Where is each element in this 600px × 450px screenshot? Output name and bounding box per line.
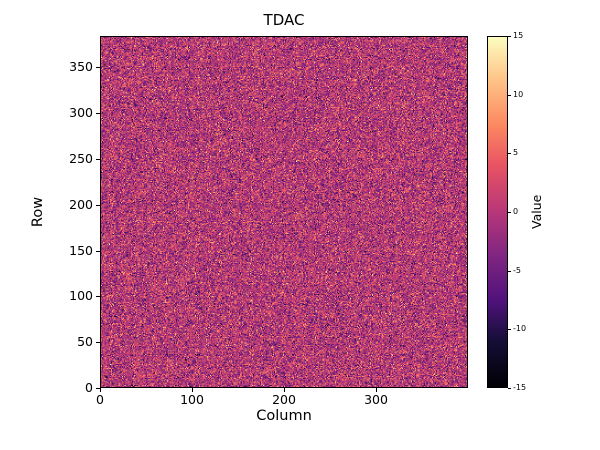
y-tick-mark	[96, 204, 100, 206]
x-axis-label: Column	[256, 408, 312, 424]
y-tick-mark	[96, 342, 100, 344]
y-tick-label: 50	[77, 334, 93, 350]
y-tick-mark	[96, 113, 100, 114]
plot-title: TDAC	[263, 11, 305, 29]
x-tick-mark	[376, 388, 377, 392]
x-tick-mark	[192, 388, 193, 392]
y-tick-mark	[96, 67, 100, 69]
colorbar-tick-mark	[508, 36, 511, 37]
colorbar-tick-mark	[508, 270, 511, 272]
colorbar	[487, 36, 508, 388]
y-tick-mark	[96, 250, 100, 252]
colorbar-tick-label: 15	[513, 31, 524, 40]
x-tick-label: 0	[96, 392, 104, 407]
y-tick-label: 200	[69, 196, 93, 212]
x-tick-mark	[284, 388, 285, 392]
colorbar-tick-label: 5	[513, 148, 519, 158]
y-tick-label: 150	[69, 242, 93, 258]
x-tick-mark	[100, 388, 101, 392]
colorbar-tick-label: -5	[513, 265, 521, 275]
x-tick-label: 200	[272, 392, 296, 407]
y-tick-label: 350	[69, 59, 93, 75]
colorbar-label: Value	[529, 194, 544, 229]
colorbar-tick-label: 10	[513, 89, 524, 99]
colorbar-tick-mark	[508, 329, 511, 331]
heatmap-canvas	[101, 37, 467, 387]
y-axis-label: Row	[30, 196, 46, 228]
colorbar-tick-mark	[508, 153, 511, 155]
y-tick-label: 300	[69, 105, 93, 120]
heatmap-plot-area	[100, 36, 468, 388]
x-tick-label: 100	[180, 392, 204, 407]
y-tick-mark	[96, 388, 100, 389]
colorbar-tick-mark	[508, 212, 511, 213]
colorbar-tick-label: 0	[513, 207, 519, 216]
y-tick-mark	[96, 296, 100, 298]
colorbar-tick-mark	[508, 94, 511, 96]
colorbar-tick-mark	[508, 388, 511, 389]
y-tick-mark	[96, 158, 100, 160]
y-tick-label: 0	[85, 380, 93, 395]
y-tick-label: 250	[69, 150, 93, 166]
x-tick-label: 300	[364, 392, 388, 407]
colorbar-tick-label: -10	[513, 324, 527, 334]
colorbar-tick-label: -15	[513, 383, 527, 392]
y-tick-label: 100	[69, 288, 93, 304]
